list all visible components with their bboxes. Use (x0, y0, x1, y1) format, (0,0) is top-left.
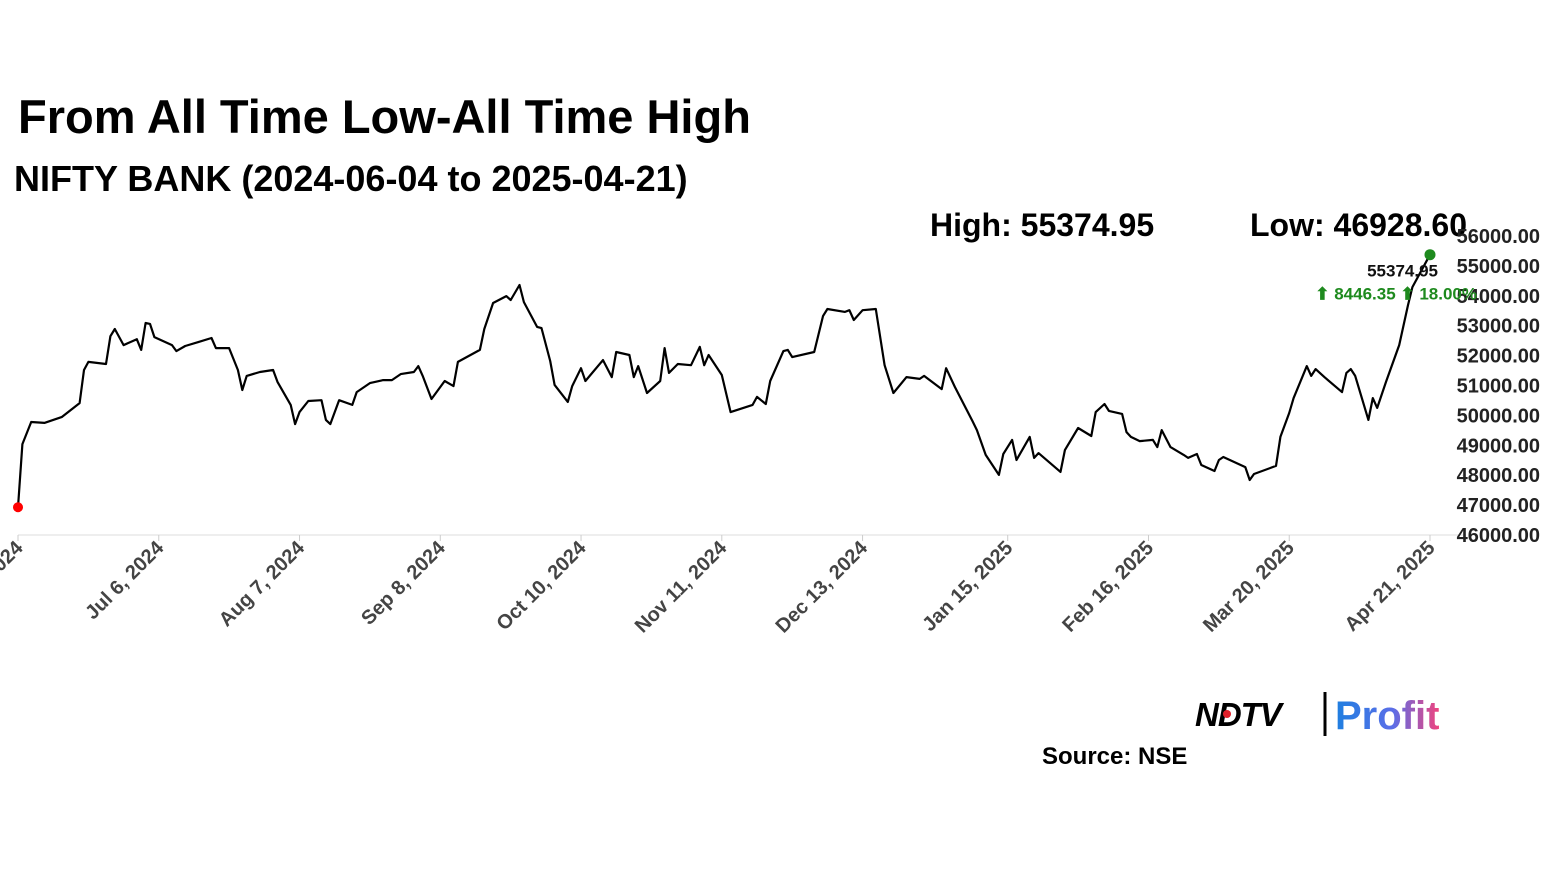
x-tick-label: Jul 6, 2024 (81, 536, 169, 624)
price-line (16, 254, 1431, 508)
x-tick-label: Nov 11, 2024 (631, 536, 732, 637)
y-tick-label: 55000.00 (1457, 256, 1540, 278)
x-tick-label: Apr 21, 2025 (1341, 537, 1440, 636)
y-tick-label: 47000.00 (1457, 495, 1540, 517)
x-tick-label: Jan 15, 2025 (918, 537, 1017, 636)
x-tick-label: Dec 13, 2024 (772, 536, 873, 637)
y-tick-label: 53000.00 (1457, 316, 1540, 338)
high-label: High: 55374.95 (930, 207, 1154, 243)
y-tick-label: 54000.00 (1457, 286, 1540, 308)
x-tick-label: Oct 10, 2024 (492, 536, 591, 635)
y-tick-label: 56000.00 (1457, 226, 1540, 248)
x-tick-label: Jun 4, 2024 (0, 536, 28, 628)
change-label: ⬆ 8446.35 ⬆ 18.00% (1315, 285, 1477, 304)
y-tick-label: 51000.00 (1457, 376, 1540, 398)
y-tick-label: 52000.00 (1457, 346, 1540, 368)
end-marker (1424, 249, 1436, 261)
x-tick-label: Mar 20, 2025 (1199, 537, 1299, 637)
low-label: Low: 46928.60 (1250, 207, 1467, 243)
x-tick-label: Sep 8, 2024 (357, 536, 450, 629)
y-tick-label: 49000.00 (1457, 435, 1540, 457)
start-marker (13, 502, 23, 513)
y-tick-label: 48000.00 (1457, 465, 1540, 487)
logo-brand: NDTV (1195, 696, 1285, 733)
x-tick-label: Aug 7, 2024 (215, 536, 310, 631)
chart-subtitle: NIFTY BANK (2024-06-04 to 2025-04-21) (14, 158, 688, 199)
end-value-label: 55374.95 (1367, 262, 1438, 281)
y-tick-label: 50000.00 (1457, 405, 1540, 427)
chart-title: From All Time Low-All Time High (18, 90, 751, 143)
logo-dot (1223, 710, 1231, 718)
logo-product: Profit (1335, 694, 1439, 738)
x-tick-label: Feb 16, 2025 (1058, 537, 1158, 637)
source: Source: NSE (1042, 743, 1187, 770)
y-tick-label: 46000.00 (1457, 525, 1540, 547)
